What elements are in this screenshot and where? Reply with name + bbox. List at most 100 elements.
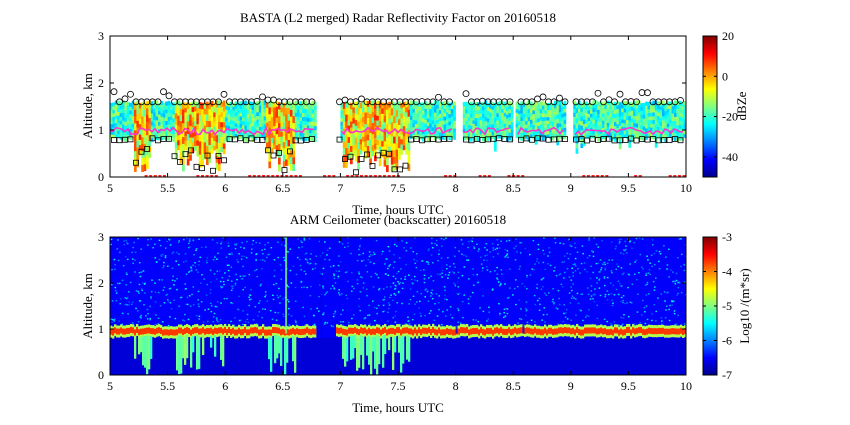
- noise-cell: [340, 293, 343, 295]
- noise-cell: [392, 275, 395, 278]
- cloud-top-marker: [655, 98, 662, 106]
- reflectivity-cell: [594, 119, 598, 124]
- precip-streak: [144, 336, 147, 368]
- reflectivity-cell: [678, 100, 682, 106]
- reflectivity-cell: [585, 130, 588, 135]
- reflectivity-cell: [138, 139, 142, 146]
- reflectivity-cell: [383, 134, 387, 142]
- layer-core: [476, 327, 479, 334]
- noise-cell: [414, 279, 416, 281]
- reflectivity-cell: [129, 102, 132, 107]
- noise-cell: [531, 268, 534, 270]
- noise-cell: [358, 273, 361, 275]
- reflectivity-cell: [244, 133, 248, 138]
- reflectivity-cell: [232, 135, 236, 140]
- reflectivity-cell: [186, 158, 190, 166]
- reflectivity-cell: [177, 144, 180, 151]
- reflectivity-cell: [645, 131, 648, 137]
- noise-cell: [240, 319, 242, 321]
- noise-cell: [677, 314, 679, 317]
- reflectivity-cell: [246, 129, 250, 135]
- reflectivity-cell: [184, 107, 188, 113]
- reflectivity-cell: [215, 107, 219, 115]
- noise-cell: [139, 275, 142, 278]
- reflectivity-cell: [126, 101, 130, 106]
- reflectivity-cell: [215, 141, 219, 149]
- reflectivity-cell: [263, 116, 267, 121]
- noise-cell: [206, 257, 209, 259]
- noise-cell: [506, 297, 509, 299]
- reflectivity-cell: [208, 114, 212, 122]
- noise-cell: [451, 270, 454, 273]
- reflectivity-cell: [117, 100, 120, 105]
- reflectivity-cell: [302, 112, 305, 118]
- cloud-base-marker: [551, 136, 557, 143]
- noise-cell: [204, 309, 207, 311]
- reflectivity-cell: [381, 140, 384, 147]
- noise-cell: [171, 252, 174, 255]
- reflectivity-cell: [287, 152, 291, 160]
- reflectivity-cell: [256, 115, 260, 120]
- x-tick-label: 8: [453, 181, 459, 195]
- noise-cell: [499, 314, 501, 316]
- noise-cell: [215, 317, 218, 319]
- noise-cell: [418, 307, 420, 309]
- reflectivity-cell: [381, 129, 384, 136]
- noise-cell: [209, 269, 212, 271]
- reflectivity-cell: [263, 112, 267, 117]
- noise-cell: [590, 290, 593, 292]
- reflectivity-cell: [398, 136, 401, 143]
- cloud-base-marker: [435, 136, 442, 143]
- reflectivity-cell: [350, 102, 353, 110]
- noise-cell: [322, 287, 325, 289]
- y-tick-label: 0: [98, 170, 104, 184]
- noise-cell: [114, 286, 117, 289]
- reflectivity-cell: [273, 111, 276, 117]
- reflectivity-cell: [508, 124, 512, 129]
- reflectivity-cell: [489, 112, 492, 117]
- noise-cell: [529, 274, 532, 276]
- noise-cell: [259, 259, 262, 261]
- reflectivity-cell: [402, 130, 406, 136]
- magenta-line: [463, 127, 510, 136]
- noise-cell: [197, 299, 200, 301]
- reflectivity-cell: [230, 116, 233, 121]
- noise-cell: [255, 259, 257, 261]
- reflectivity-cell: [549, 117, 552, 122]
- cloud-base-marker: [243, 137, 249, 144]
- reflectivity-cell: [251, 129, 255, 134]
- reflectivity-cell: [220, 101, 224, 108]
- reflectivity-cell: [400, 102, 404, 109]
- y-tick-label: 3: [98, 29, 104, 43]
- noise-cell: [672, 280, 675, 283]
- noise-cell: [267, 253, 270, 256]
- noise-cell: [365, 264, 367, 267]
- noise-cell: [147, 238, 149, 241]
- noise-cell: [280, 243, 283, 246]
- noise-cell: [216, 301, 219, 303]
- noise-cell: [493, 270, 496, 272]
- reflectivity-cell: [683, 126, 686, 131]
- layer-core: [668, 328, 671, 335]
- noise-cell: [310, 308, 312, 310]
- reflectivity-cell: [155, 100, 159, 105]
- precip-marker: [275, 175, 279, 177]
- noise-cell: [561, 261, 564, 263]
- noise-cell: [154, 301, 157, 303]
- layer-core: [484, 329, 487, 336]
- reflectivity-cell: [434, 120, 437, 125]
- reflectivity-cell: [467, 124, 471, 129]
- reflectivity-cell: [246, 121, 250, 127]
- noise-cell: [444, 289, 446, 291]
- reflectivity-cell: [592, 123, 596, 128]
- reflectivity-cell: [525, 113, 528, 118]
- reflectivity-cell: [186, 108, 190, 116]
- reflectivity-cell: [462, 124, 466, 130]
- layer-core: [664, 328, 667, 335]
- noise-cell: [209, 292, 212, 294]
- reflectivity-cell: [518, 132, 521, 136]
- reflectivity-cell: [683, 104, 686, 109]
- noise-cell: [594, 288, 596, 290]
- reflectivity-cell: [417, 102, 420, 107]
- reflectivity-cell: [215, 121, 219, 129]
